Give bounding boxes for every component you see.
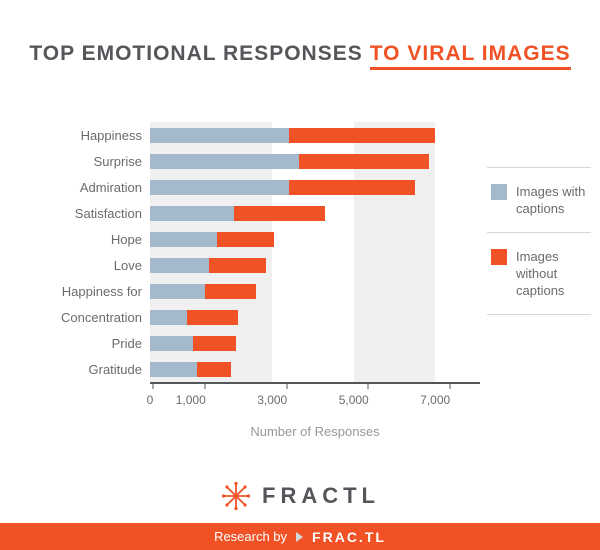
bar-segment-orange <box>288 127 436 143</box>
x-axis: 0 1,000 3,000 5,000 7,000 <box>146 382 480 410</box>
legend-label: Images with captions <box>516 184 586 216</box>
title-gray: TOP EMOTIONAL RESPONSES <box>29 42 363 65</box>
bar-segment-blue <box>150 179 289 195</box>
bar-segment-orange <box>186 309 238 325</box>
logo-wordmark: FRACTL <box>262 483 380 508</box>
legend-swatch-blue <box>491 184 507 200</box>
bar-segment-blue <box>150 205 234 221</box>
bar-segment-orange <box>233 205 326 221</box>
category-label: Happiness <box>80 127 142 143</box>
bar-track <box>150 335 480 351</box>
legend-item-with-captions: Images with captions <box>487 168 591 232</box>
bar-segment-orange <box>205 283 256 299</box>
tick-label: 5,000 <box>338 393 369 407</box>
chart-row: Happiness <box>8 122 488 148</box>
bar-track <box>150 153 480 169</box>
bar-segment-orange <box>196 361 232 377</box>
bar-segment-blue <box>150 231 218 247</box>
bar-segment-orange <box>298 153 430 169</box>
category-label: Concentration <box>61 309 142 325</box>
legend-swatch-orange <box>491 249 507 265</box>
bar-track <box>150 179 480 195</box>
bar-track <box>150 127 480 143</box>
plot-area: Happiness Surprise Admiration Satisfaction H… <box>8 122 488 439</box>
chart-rows: Happiness Surprise Admiration Satisfaction H… <box>8 122 488 382</box>
tick-label: 0 <box>146 393 154 407</box>
tick-mark <box>152 384 154 389</box>
chart-row: Concentration <box>8 304 488 330</box>
bar-segment-blue <box>150 283 205 299</box>
bar-segment-blue <box>150 309 187 325</box>
bar-track <box>150 257 480 273</box>
tick-mark <box>286 384 288 389</box>
bar-track <box>150 283 480 299</box>
category-label: Pride <box>111 335 142 351</box>
chart-row: Admiration <box>8 174 488 200</box>
page-title: TOP EMOTIONAL RESPONSES TO VIRAL IMAGES <box>0 0 600 70</box>
bar-segment-blue <box>150 257 210 273</box>
bar-track <box>150 309 480 325</box>
category-label: Admiration <box>79 179 142 195</box>
x-tick: 7,000 <box>420 384 465 409</box>
bar-segment-blue <box>150 335 193 351</box>
bar-segment-blue <box>150 361 197 377</box>
title-orange: TO VIRAL IMAGES <box>369 42 571 70</box>
stacked-bar-chart: Happiness Surprise Admiration Satisfaction H… <box>0 122 488 439</box>
x-tick: 3,000 <box>257 384 302 409</box>
tick-label: 1,000 <box>175 393 206 407</box>
x-tick: 5,000 <box>339 384 384 409</box>
bar-track <box>150 205 480 221</box>
bar-segment-orange <box>288 179 415 195</box>
chart-row: Happiness for <box>8 278 488 304</box>
chart-row: Satisfaction <box>8 200 488 226</box>
chart-row: Love <box>8 252 488 278</box>
category-label: Satisfaction <box>74 205 142 221</box>
x-axis-label: Number of Responses <box>250 424 380 439</box>
x-tick: 0 <box>146 384 157 409</box>
bar-segment-blue <box>150 127 289 143</box>
chart-row: Gratitude <box>8 356 488 382</box>
bar-track <box>150 361 480 377</box>
tick-mark <box>204 384 206 389</box>
fractl-burst-icon <box>221 481 251 511</box>
category-label: Love <box>113 257 142 273</box>
fractl-logo: FRACTL <box>0 480 600 512</box>
bar-segment-orange <box>192 335 236 351</box>
category-label: Gratitude <box>88 361 142 377</box>
legend: Images with captions Images without capt… <box>487 167 591 315</box>
legend-item-without-captions: Images without captions <box>487 232 591 314</box>
footer-brand-link[interactable]: FRAC.TL <box>312 528 386 545</box>
category-label: Hope <box>110 231 142 247</box>
chart-row: Hope <box>8 226 488 252</box>
x-tick: 1,000 <box>176 384 221 409</box>
category-label: Surprise <box>93 153 142 169</box>
tick-mark <box>367 384 369 389</box>
bar-track <box>150 231 480 247</box>
footer-bar: Research by FRAC.TL <box>0 523 600 550</box>
chart-row: Pride <box>8 330 488 356</box>
footer-prefix: Research by <box>214 529 288 544</box>
bar-segment-orange <box>209 257 267 273</box>
arrow-right-icon <box>296 531 304 542</box>
legend-label: Images without captions <box>516 249 565 298</box>
tick-label: 7,000 <box>420 393 451 407</box>
chart-row: Surprise <box>8 148 488 174</box>
category-label: Happiness for <box>61 283 142 299</box>
bar-segment-blue <box>150 153 299 169</box>
tick-mark <box>449 384 451 389</box>
bar-segment-orange <box>217 231 275 247</box>
tick-label: 3,000 <box>257 393 288 407</box>
